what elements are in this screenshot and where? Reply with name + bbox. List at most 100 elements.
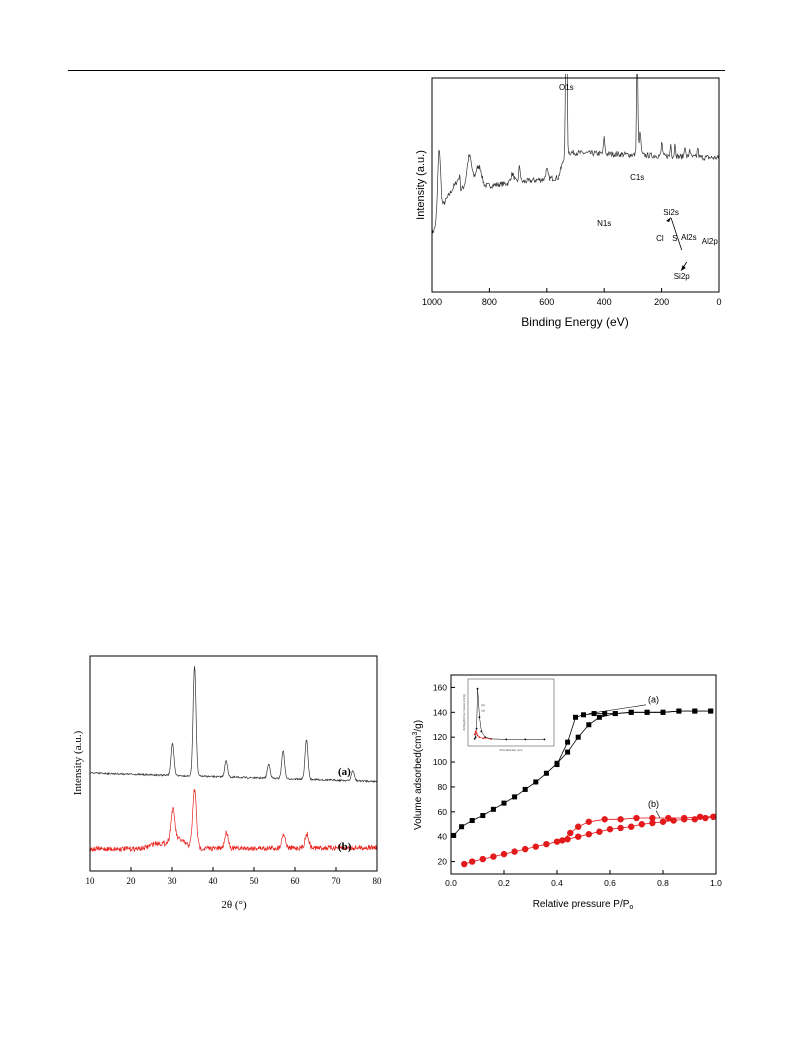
- bet-inset-point: [476, 687, 479, 690]
- bet-point-a: [490, 806, 496, 812]
- xps-x-tick-label: 0: [716, 297, 721, 307]
- bet-point-a: [591, 711, 597, 717]
- bet-y-tick-label: 60: [438, 807, 448, 817]
- xrd-x-tick-label: 70: [332, 876, 342, 886]
- bet-inset-series-label-b: (b): [481, 703, 485, 707]
- bet-inset-point: [474, 730, 477, 733]
- bet-x-tick-label: 0.4: [551, 878, 563, 888]
- bet-point-a: [575, 734, 581, 740]
- bet-y-axis-label: Volume adsorbed(cm3/g): [412, 720, 424, 830]
- bet-point-b: [479, 855, 486, 863]
- bet-y-tick-label: 20: [438, 857, 448, 867]
- xrd-series-label-b: (b): [338, 841, 352, 853]
- xps-si2s-arrow: [670, 217, 683, 251]
- xrd-plot-frame: [89, 655, 378, 872]
- bet-inset-point: [524, 738, 527, 741]
- bet-point-b: [522, 845, 529, 853]
- bet-point-b: [567, 829, 574, 837]
- bet-point-a: [533, 779, 539, 785]
- bet-point-a: [612, 711, 618, 717]
- xrd-series-label-a: (a): [338, 766, 351, 778]
- bet-inset-point: [505, 738, 508, 741]
- bet-point-b: [633, 814, 640, 822]
- xrd-x-tick-label: 80: [373, 876, 383, 886]
- bet-plot-frame: [450, 674, 717, 875]
- bet-series-label-b: (b): [648, 799, 659, 809]
- xps-peak-label-al2p: Al2p: [702, 237, 719, 246]
- bet-inset-point: [490, 737, 492, 740]
- bet-point-b: [596, 828, 603, 835]
- xrd-y-axis-label: Intensity (a.u.): [72, 730, 84, 795]
- bet-series-label-a: (a): [648, 694, 659, 704]
- bet-point-a: [628, 709, 634, 715]
- bet-point-b: [628, 823, 635, 830]
- bet-point-a: [602, 711, 608, 717]
- bet-point-a: [692, 708, 698, 714]
- bet-point-a: [676, 708, 682, 714]
- bet-point-b: [696, 813, 704, 820]
- bet-inset-point: [475, 727, 478, 730]
- bet-y-tick-label: 160: [433, 682, 447, 692]
- bet-x-tick-label: 0.0: [445, 878, 457, 888]
- bet-point-b: [681, 814, 688, 822]
- xps-si2p-arrowhead: [680, 265, 686, 271]
- bet-point-a: [543, 770, 549, 776]
- xps-x-tick-label: 800: [482, 297, 497, 307]
- bet-x-axis-label: Relative pressure P/Po: [533, 899, 634, 911]
- bet-point-a: [565, 749, 571, 755]
- xps-x-tick-label: 200: [654, 297, 669, 307]
- bet-point-a: [581, 712, 586, 718]
- bet-y-tick-label: 40: [438, 832, 448, 842]
- bet-inset-point: [476, 734, 479, 737]
- xrd-x-tick-label: 30: [168, 876, 178, 886]
- xrd-x-tick-label: 10: [86, 876, 96, 886]
- bet-inset-point: [480, 730, 483, 733]
- bet-point-b: [553, 838, 561, 845]
- xps-peak-label-o1s: O1s: [559, 83, 574, 92]
- bet-point-b: [559, 837, 566, 844]
- bet-inset-point: [478, 736, 481, 739]
- bet-x-tick-label: 1.0: [710, 878, 722, 888]
- bet-point-b: [702, 814, 709, 822]
- bet-point-b: [564, 835, 571, 843]
- xps-peak-label-n1s: N1s: [597, 219, 611, 228]
- bet-point-b: [575, 823, 582, 830]
- xrd-x-tick-label: 20: [127, 876, 137, 886]
- xps-x-tick-label: 400: [597, 297, 612, 307]
- header-rule: [68, 70, 725, 71]
- xps-plot-frame: [431, 77, 720, 293]
- bet-point-a: [573, 714, 579, 720]
- bet-isotherm-chart: 0.0 0.2 0.4 0.6 0.8 1.0 20 40 60 80 100 120 140 160 P…: [412, 674, 722, 911]
- bet-point-a: [469, 818, 475, 824]
- xps-x-tick-label: 600: [539, 297, 554, 307]
- bet-inset-point: [482, 737, 485, 740]
- bet-point-a: [451, 832, 457, 838]
- xrd-x-axis-label: 2θ (°): [221, 899, 247, 911]
- bet-point-b: [490, 853, 497, 860]
- bet-inset-y-label: dV/dlog(D) Pore Volume (cm³/g): [462, 694, 466, 731]
- bet-point-b: [649, 814, 656, 822]
- xrd-x-tick-label: 60: [291, 876, 301, 886]
- bet-leader-b: [655, 810, 661, 819]
- bet-point-b: [511, 848, 518, 855]
- bet-point-a: [480, 813, 486, 819]
- bet-point-a: [522, 786, 528, 792]
- xps-spectrum-trace: [431, 74, 720, 237]
- bet-point-b: [617, 816, 624, 823]
- xrd-pattern-chart: 10 20 30 40 50 60 70 80 (a) (b) 2θ (°) Intensity…: [72, 655, 383, 911]
- bet-point-b: [710, 813, 717, 820]
- bet-y-tick-label: 120: [433, 732, 447, 742]
- bet-inset-point: [473, 737, 476, 740]
- bet-inset-point: [478, 716, 481, 719]
- xrd-trace-b: [90, 788, 378, 853]
- bet-point-b: [500, 850, 508, 858]
- bet-point-b: [601, 816, 608, 823]
- bet-point-b: [606, 826, 614, 833]
- bet-inset-frame: [467, 678, 555, 747]
- bet-point-b: [670, 817, 677, 824]
- bet-inset-point: [484, 736, 487, 739]
- bet-y-tick-label: 100: [433, 757, 447, 767]
- bet-point-b: [469, 858, 476, 865]
- bet-point-b: [585, 818, 592, 825]
- xrd-trace-a: [89, 666, 378, 784]
